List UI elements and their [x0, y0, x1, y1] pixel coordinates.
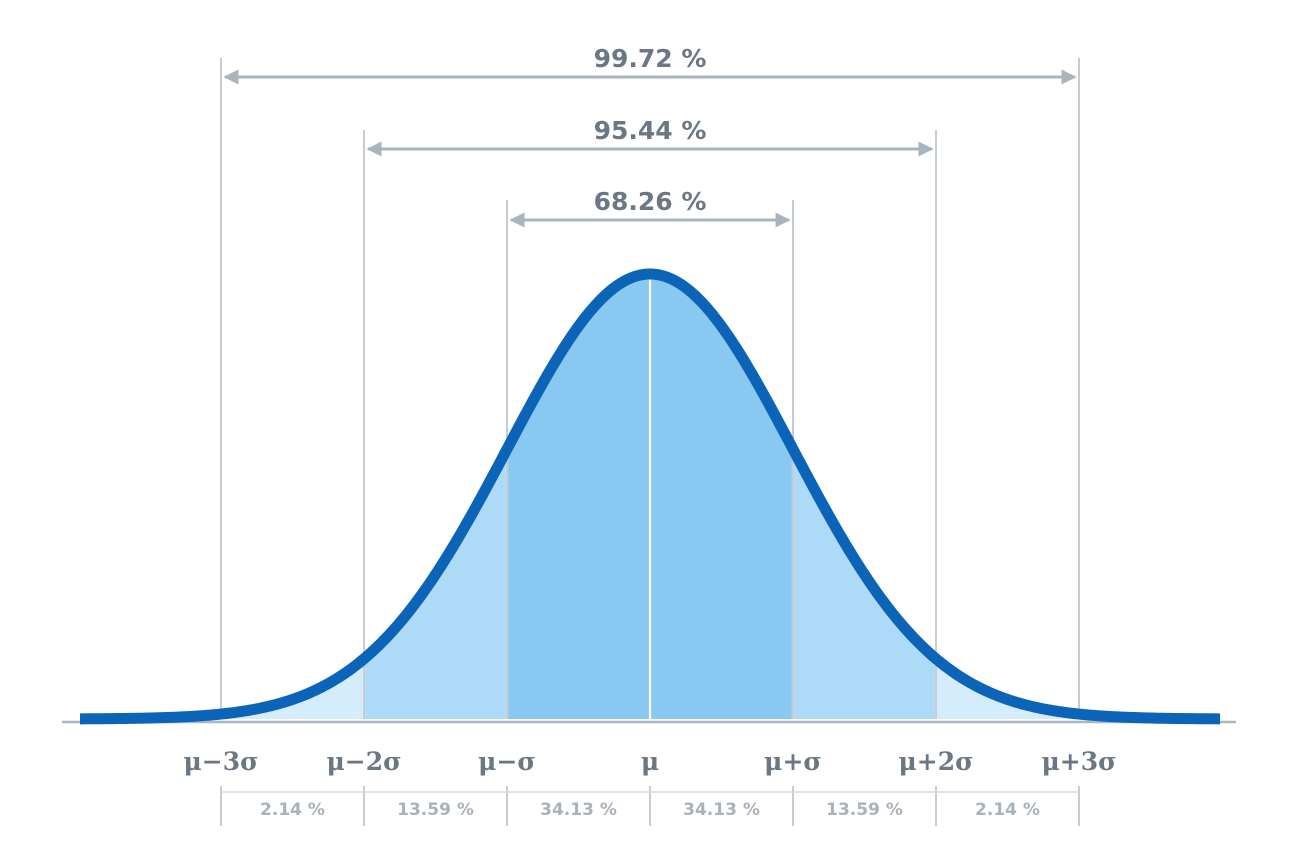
- segment-percent-4: 13.59 %: [826, 800, 903, 820]
- bell-curve-line: [76, 268, 1224, 725]
- axis-label-2: μ−σ: [478, 747, 536, 776]
- segment-percent-3: 34.13 %: [683, 800, 760, 820]
- range-label-3sigma: 99.72 %: [594, 44, 707, 73]
- band-fill-1: [221, 658, 364, 719]
- axis-label-5: μ+2σ: [898, 747, 973, 776]
- band-fill-3: [507, 274, 650, 719]
- axis-label-1: μ−2σ: [326, 747, 401, 776]
- axis-label-6: μ+3σ: [1041, 747, 1116, 776]
- segment-percent-1: 13.59 %: [397, 800, 474, 820]
- range-label-1sigma: 68.26 %: [594, 187, 707, 216]
- range-label-2sigma: 95.44 %: [594, 116, 707, 145]
- band-fill-6: [936, 658, 1079, 719]
- band-fill-4: [650, 274, 793, 719]
- axis-label-0: μ−3σ: [183, 747, 258, 776]
- segment-percent-0: 2.14 %: [260, 800, 325, 820]
- axis-label-3: μ: [641, 747, 659, 776]
- segment-percent-5: 2.14 %: [975, 800, 1040, 820]
- axis-label-4: μ+σ: [764, 747, 822, 776]
- segment-percent-2: 34.13 %: [540, 800, 617, 820]
